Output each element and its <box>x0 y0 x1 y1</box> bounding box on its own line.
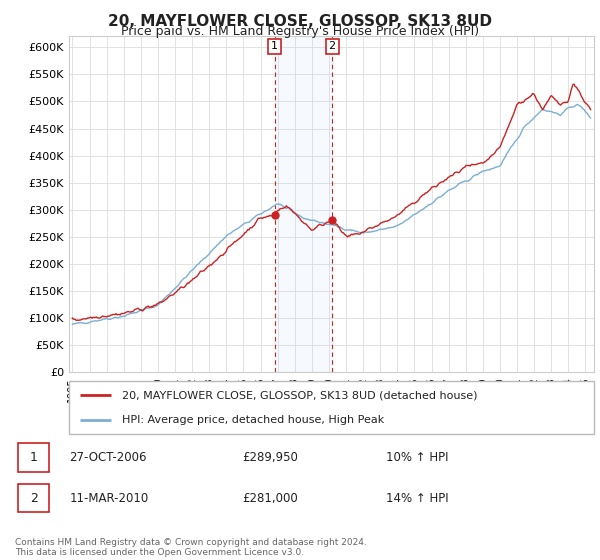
Text: Contains HM Land Registry data © Crown copyright and database right 2024.
This d: Contains HM Land Registry data © Crown c… <box>15 538 367 557</box>
Text: 1: 1 <box>271 41 278 52</box>
Text: 2: 2 <box>29 492 38 505</box>
FancyBboxPatch shape <box>18 444 49 472</box>
Text: £289,950: £289,950 <box>242 451 298 464</box>
Text: 20, MAYFLOWER CLOSE, GLOSSOP, SK13 8UD (detached house): 20, MAYFLOWER CLOSE, GLOSSOP, SK13 8UD (… <box>121 390 477 400</box>
Text: Price paid vs. HM Land Registry's House Price Index (HPI): Price paid vs. HM Land Registry's House … <box>121 25 479 38</box>
Text: 10% ↑ HPI: 10% ↑ HPI <box>386 451 449 464</box>
Bar <box>275 36 332 372</box>
FancyBboxPatch shape <box>69 381 594 434</box>
FancyBboxPatch shape <box>18 484 49 512</box>
Text: 1: 1 <box>29 451 38 464</box>
Text: 27-OCT-2006: 27-OCT-2006 <box>70 451 147 464</box>
Text: 14% ↑ HPI: 14% ↑ HPI <box>386 492 449 505</box>
Text: £281,000: £281,000 <box>242 492 298 505</box>
Text: 2: 2 <box>329 41 336 52</box>
Text: 20, MAYFLOWER CLOSE, GLOSSOP, SK13 8UD: 20, MAYFLOWER CLOSE, GLOSSOP, SK13 8UD <box>108 14 492 29</box>
Text: HPI: Average price, detached house, High Peak: HPI: Average price, detached house, High… <box>121 414 384 424</box>
Text: 11-MAR-2010: 11-MAR-2010 <box>70 492 149 505</box>
